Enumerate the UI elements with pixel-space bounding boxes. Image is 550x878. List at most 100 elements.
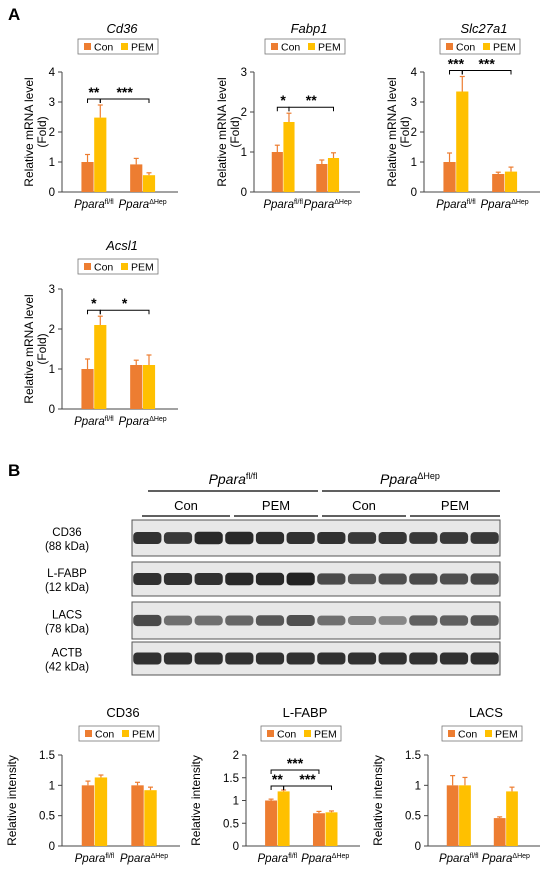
legend-label-pem: PEM (131, 262, 154, 274)
x-label-hep-base: Ppara (119, 416, 150, 428)
blot-band (470, 652, 499, 665)
chart-title: Slc27a1 (461, 21, 508, 36)
blot-band (378, 652, 407, 665)
chart-6: L-FABP Con PEM 0 0.5 1 1.5 2 Relative intensity P… (189, 705, 360, 865)
legend-swatch-con (267, 730, 274, 737)
legend-swatch-pem (483, 43, 490, 50)
y-tick-label: 2 (411, 127, 417, 139)
x-label-hep: PparaΔHep (482, 853, 530, 865)
chart-5: CD36 Con PEM 0 0.5 1 1.5 Relative intensity Ppar… (5, 705, 180, 865)
legend-box (260, 725, 342, 742)
legend-swatch-con (448, 730, 455, 737)
blot-band (470, 615, 499, 626)
chart-3: Slc27a1 Con PEM 0 1 2 3 4 Relative mRNA level (Fo… (385, 21, 540, 211)
y-axis-label-unit: (Fold) (35, 116, 49, 147)
blot-band (255, 572, 285, 586)
bar-pem (504, 171, 518, 192)
blot-protein-label: CD36 (52, 527, 81, 539)
bar-con (446, 785, 459, 846)
y-tick-label: 4 (49, 67, 56, 79)
y-tick-label: 3 (411, 97, 417, 109)
y-tick-label: 2 (241, 107, 247, 119)
x-label-flfl-base: Ppara (439, 853, 470, 865)
legend-label-pem: PEM (493, 42, 516, 54)
blot-band (225, 615, 254, 626)
blot-band (409, 652, 438, 665)
blot-band (378, 573, 407, 585)
sig-bracket (283, 785, 332, 791)
blot-row-l-fabp: L-FABP (12 kDa) (45, 561, 501, 597)
blot-treatment-label: PEM (441, 498, 469, 513)
blot-group-flfl-base: Ppara (209, 471, 247, 487)
blot-strip (131, 519, 501, 557)
blot-treatment-label: Con (174, 498, 198, 513)
legend-swatch-con (271, 43, 278, 50)
x-label-flfl-sup: fl/fl (467, 199, 476, 206)
chart-title: Acsl1 (105, 238, 138, 253)
x-label-flfl: Pparafl/fl (439, 853, 479, 865)
y-tick-label: 3 (49, 284, 55, 296)
blot-row-actb: ACTB (42 kDa) (45, 641, 501, 676)
legend-box (78, 725, 160, 742)
bar-pem (283, 122, 295, 192)
x-label-flfl-sup: fl/fl (288, 853, 297, 860)
bar-pem (325, 812, 338, 846)
legend-label-con: Con (95, 729, 114, 741)
sig-label: * (122, 295, 128, 311)
blot-band (347, 573, 377, 585)
sig-bracket (461, 70, 512, 75)
y-axis-label-unit: (Fold) (398, 116, 412, 147)
legend-label-con: Con (281, 42, 300, 54)
bar-pem (94, 325, 107, 409)
sig-label: ** (88, 84, 99, 100)
x-label-flfl: Pparafl/fl (74, 416, 114, 428)
legend-label-pem: PEM (132, 729, 155, 741)
blot-band (225, 531, 254, 545)
y-axis-label: Relative intensity (5, 755, 19, 846)
legend-swatch-con (446, 43, 453, 50)
legend-label-con: Con (94, 42, 113, 54)
chart-2: Fabp1 Con PEM 0 1 2 3 Relative mRNA level (Fold)… (215, 21, 360, 211)
blot-strip (131, 601, 501, 640)
blot-protein-size: (12 kDa) (45, 582, 89, 594)
sig-label: *** (299, 771, 316, 787)
bar-con (131, 785, 144, 846)
x-label-hep: PparaΔHep (301, 853, 349, 865)
blot-band (378, 532, 407, 544)
x-label-hep-sup: ΔHep (151, 853, 169, 860)
x-label-hep-base: Ppara (301, 853, 332, 865)
blot-band (347, 652, 377, 665)
chart-1: Cd36 Con PEM 0 1 2 3 4 Relative mRNA level (Fold)… (22, 21, 178, 211)
blot-treatment-label: PEM (262, 498, 290, 513)
blot-band (225, 572, 254, 586)
y-axis-label: Relative mRNA level (22, 77, 36, 186)
bar-pem (142, 365, 156, 409)
blot-protein-label: L-FABP (47, 568, 87, 580)
bar-con (492, 174, 505, 192)
y-tick-label: 1 (233, 796, 239, 808)
blot-band (286, 615, 315, 626)
legend-label-pem: PEM (318, 42, 341, 54)
y-tick-label: 0.5 (223, 818, 239, 830)
chart-title: Cd36 (106, 21, 138, 36)
blot-band (317, 652, 346, 665)
sig-label: *** (116, 84, 133, 100)
blot-band (163, 615, 193, 626)
bar-pem (459, 785, 471, 846)
blot-band (225, 652, 254, 665)
x-label-hep-sup: ΔHep (332, 853, 350, 860)
x-label-hep: PparaΔHep (120, 853, 168, 865)
bar-pem (94, 117, 107, 192)
blot-band (470, 532, 499, 544)
blot-band (194, 652, 223, 665)
legend-swatch-pem (122, 730, 129, 737)
y-axis-label: Relative mRNA level (385, 77, 399, 186)
legend-swatch-con (84, 43, 91, 50)
legend-swatch-pem (485, 730, 492, 737)
y-tick-label: 0 (49, 404, 55, 416)
x-label-flfl: Pparafl/fl (75, 853, 115, 865)
blot-band (439, 615, 469, 626)
blot-band (133, 652, 162, 665)
bar-pem (94, 777, 108, 846)
